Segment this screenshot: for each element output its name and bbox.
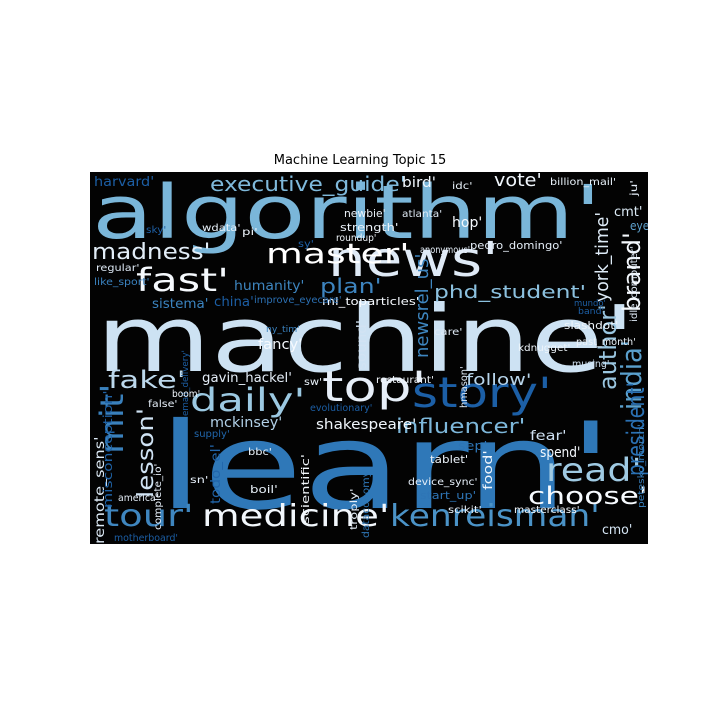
- word-china: china': [214, 295, 254, 310]
- word-motherboard: motherboard': [114, 533, 179, 544]
- word-harvard: harvard': [94, 175, 155, 190]
- word-masterclass: masterclass': [514, 505, 580, 516]
- word-billion-mail: billion_mail': [550, 177, 617, 188]
- word-pedro-domingo: pedro_domingo': [470, 239, 563, 252]
- word-fast: fast': [136, 261, 230, 299]
- word-cloud: machine' learn' algorithm' news' story' top' f…: [90, 172, 648, 544]
- word-hop: hop': [452, 215, 483, 231]
- word-phd-student: phd_student': [434, 282, 587, 303]
- word-follow: follow': [466, 370, 532, 389]
- word-musing: musing': [572, 359, 610, 370]
- word-sy: sy': [298, 239, 314, 250]
- word-troply: troply': [349, 488, 360, 530]
- word-band: band': [578, 307, 605, 317]
- word-mundo: mundo': [574, 299, 606, 309]
- word-learn: learn': [158, 398, 613, 537]
- word-algorithm: algorithm': [92, 172, 602, 256]
- word-master: master': [266, 237, 410, 270]
- word-atlanta: atlanta': [402, 209, 443, 220]
- word-improve-eyecare: improve_eyecare': [254, 295, 342, 306]
- word-regular: regular': [96, 263, 140, 274]
- word-medicine: medicine': [202, 499, 390, 534]
- word-read: read': [546, 451, 642, 489]
- word-top: top': [322, 362, 427, 411]
- word-kdnugget: kdnugget': [518, 343, 571, 354]
- word-sky: sky': [146, 225, 167, 236]
- word-boom: boom': [172, 389, 201, 400]
- word-humanity: humanity': [234, 279, 305, 294]
- chart-title: Machine Learning Topic 15: [273, 153, 447, 168]
- word-madness: madness': [92, 240, 211, 265]
- word-spend: spend': [540, 445, 581, 461]
- word-tour: tour': [104, 499, 194, 534]
- word-newbie: newbie': [344, 207, 386, 220]
- word-plan: plan': [320, 274, 382, 298]
- word-restaurant: restaurant': [376, 375, 434, 386]
- word-ml-toparticles: ml_toparticles': [322, 295, 420, 308]
- word-scientific: scientific': [299, 454, 312, 524]
- word-start-up: start_up': [420, 489, 477, 502]
- word-gavin-hackel: gavin_hackel': [202, 371, 292, 386]
- word-hmason: hmason': [459, 366, 470, 408]
- word-false: false': [148, 399, 178, 410]
- word-cmo: cmo': [602, 523, 633, 538]
- word-news: news': [328, 232, 499, 288]
- word-sn: sn': [190, 475, 209, 486]
- word-fear: fear': [530, 429, 567, 444]
- word-daily: daily': [190, 381, 306, 419]
- word-idc: idc': [452, 181, 473, 192]
- word-sound: sound': [355, 319, 370, 370]
- word-fake: fake': [108, 366, 186, 394]
- word-ny-tim: ny_tim': [266, 325, 300, 335]
- word-idle-computer: idle_computer': [629, 245, 640, 322]
- word-wdata: wdata': [202, 223, 241, 234]
- word-misconception: misconception': [101, 390, 115, 508]
- word-kenreisman: kenreisman': [390, 499, 600, 534]
- word-evolutionary: evolutionary': [310, 403, 373, 414]
- word-dataconomy: dataconomy': [361, 467, 372, 538]
- word-machine: machine': [96, 286, 636, 393]
- word-sistema: sistema': [152, 297, 209, 312]
- word-scikit: scikit': [448, 505, 482, 516]
- word-boil: boil': [250, 483, 278, 496]
- word-cmt: cmt': [614, 205, 643, 220]
- word-york-time: york_time': [592, 211, 613, 302]
- word-shakespeare: shakespeare': [316, 417, 417, 433]
- word-vote: vote': [494, 172, 542, 191]
- word-fancy: fancy': [258, 337, 303, 353]
- word-ju: ju': [629, 179, 640, 196]
- word-eye: eye': [630, 219, 648, 233]
- word-device-sync: device_sync': [408, 477, 478, 488]
- word-bird: bird': [402, 175, 437, 191]
- word-america: america': [118, 493, 159, 504]
- word-executive-guide: executive_guide': [210, 172, 407, 196]
- word-past-month: past_month': [576, 337, 636, 348]
- word-influencer: influencer': [396, 414, 526, 438]
- word-sw: sw': [304, 377, 323, 388]
- word-email-delivery: email_delivery': [181, 350, 191, 416]
- word-story: story': [412, 368, 552, 417]
- word-slashdot: slashdot': [564, 319, 619, 332]
- word-choose: choose': [528, 482, 648, 510]
- word-tablet: tablet': [430, 453, 469, 466]
- word-food: food': [481, 450, 495, 490]
- word-petesko-morch: petesko_morch': [637, 424, 647, 508]
- word-strength: strength': [340, 221, 399, 234]
- word-supply: supply': [194, 429, 230, 440]
- word-complete-io: complete_io': [153, 463, 164, 530]
- word-pi: pi': [242, 227, 258, 238]
- word-like-sport: like_sport': [94, 277, 150, 288]
- word-anonymous: anonymous': [420, 245, 470, 256]
- word-sep: sep': [458, 439, 488, 453]
- word-mckinsey: mckinsey': [210, 415, 283, 431]
- word-roundup: roundup': [336, 233, 377, 244]
- word-todo-el: todo_el': [209, 444, 224, 504]
- word-care: care': [434, 327, 463, 338]
- word-bbc: bbc': [248, 447, 272, 458]
